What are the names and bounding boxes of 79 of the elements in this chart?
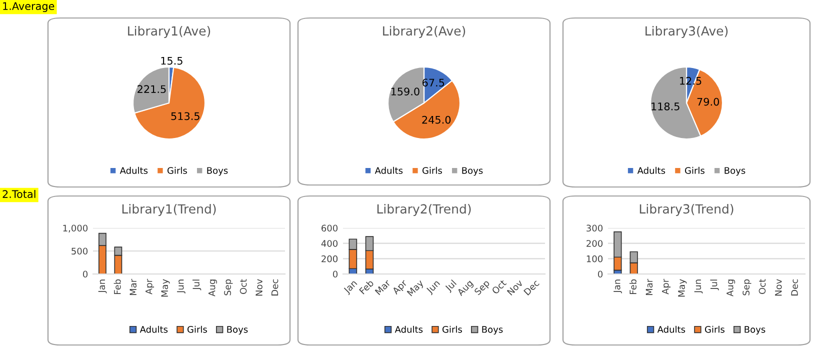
- legend-label: Adults: [140, 326, 168, 333]
- y-tick-label: 0: [82, 270, 88, 278]
- data-label: 221.5: [138, 85, 166, 94]
- data-label: 159.0: [391, 88, 420, 96]
- x-tick-label: Jul: [444, 279, 458, 294]
- x-tick-label: Feb: [358, 279, 374, 294]
- x-tick-label: Sep: [474, 279, 492, 297]
- legend-label: Boys: [207, 167, 228, 176]
- x-tick-label: Jul: [192, 280, 202, 290]
- x-tick-label: Nov: [506, 279, 524, 296]
- x-tick-label: May: [161, 279, 170, 297]
- legend-label: Adults: [394, 326, 423, 333]
- legend-label: Boys: [744, 326, 766, 335]
- chart-title: Library3(Ave): [646, 26, 728, 38]
- x-tick-label: Apr: [146, 278, 154, 294]
- x-tick-label: Oct: [758, 279, 766, 294]
- legend-label: Girls: [167, 166, 187, 174]
- x-tick-label: Jan: [614, 280, 622, 294]
- x-tick-label: Jun: [426, 280, 442, 296]
- x-tick-label: Mar: [130, 278, 137, 296]
- x-tick-label: Dec: [791, 279, 798, 296]
- x-tick-label: Mar: [374, 279, 391, 296]
- legend-label: Girls: [684, 166, 704, 174]
- y-tick-label: 600: [322, 224, 338, 232]
- x-tick-label: Dec: [524, 279, 540, 296]
- pie-slice: [134, 66, 206, 140]
- x-tick-label: Jun: [694, 280, 703, 294]
- x-tick-label: Sep: [224, 279, 233, 296]
- chart-title: Library1(Ave): [128, 26, 210, 38]
- y-tick-label: 500: [72, 248, 88, 255]
- y-tick-label: 0: [332, 270, 338, 278]
- legend-label: Girls: [442, 326, 462, 333]
- x-tick-label: Jan: [98, 280, 107, 294]
- legend-label: Adults: [637, 166, 666, 174]
- legend-label: Girls: [704, 326, 724, 333]
- x-tick-label: Nov: [775, 279, 782, 296]
- x-tick-label: Jun: [177, 280, 186, 294]
- x-tick-label: Oct: [491, 279, 507, 294]
- chart-title: Library2(Trend): [377, 204, 471, 216]
- x-tick-label: Sep: [742, 279, 752, 296]
- data-label: 15.5: [161, 56, 182, 65]
- text: 1.Average: [3, 2, 54, 12]
- data-label: 245.0: [422, 116, 451, 124]
- chart-title: Library2(Ave): [383, 26, 466, 38]
- legend-label: Boys: [724, 167, 746, 176]
- chart-title: Library1(Trend): [122, 204, 216, 216]
- text: 2.Total: [2, 190, 36, 198]
- legend-label: Adults: [120, 166, 148, 174]
- y-tick-label: 300: [586, 224, 603, 232]
- legend-label: Adults: [657, 326, 686, 333]
- data-label: 513.5: [171, 112, 200, 120]
- x-tick-label: Apr: [662, 278, 670, 294]
- y-tick-label: 200: [586, 240, 603, 247]
- legend-label: Boys: [227, 326, 248, 335]
- legend-label: Girls: [187, 326, 207, 333]
- x-tick-label: Nov: [256, 279, 262, 296]
- data-label: 12.5: [680, 76, 702, 85]
- x-tick-label: Dec: [271, 279, 278, 296]
- x-tick-label: Jul: [710, 280, 719, 290]
- x-tick-label: Aug: [208, 280, 217, 296]
- y-tick-label: 400: [321, 240, 338, 247]
- x-tick-label: Feb: [114, 279, 121, 294]
- x-tick-label: Feb: [629, 279, 636, 294]
- data-label: 118.5: [652, 102, 680, 110]
- legend-label: Boys: [462, 167, 483, 176]
- x-tick-label: Oct: [240, 279, 247, 294]
- y-tick-label: 200: [322, 255, 338, 262]
- y-tick-label: 0: [598, 270, 603, 278]
- legend-label: Boys: [482, 326, 503, 335]
- chart-title: Library3(Trend): [640, 204, 734, 216]
- x-tick-label: Mar: [646, 278, 653, 296]
- x-tick-label: Aug: [726, 280, 736, 296]
- y-tick-label: 1,000: [63, 224, 88, 232]
- legend-label: Adults: [374, 166, 403, 174]
- x-tick-label: May: [678, 279, 687, 297]
- legend-label: Girls: [422, 166, 442, 174]
- data-label: 79.0: [697, 98, 720, 106]
- x-tick-label: Jan: [342, 280, 359, 296]
- y-tick-label: 100: [586, 255, 603, 262]
